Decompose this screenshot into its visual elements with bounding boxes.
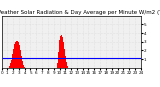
Bar — [57, 63, 58, 68]
Bar — [9, 66, 10, 68]
Bar — [62, 37, 63, 68]
Bar — [61, 35, 62, 68]
Bar — [58, 52, 59, 68]
Bar — [18, 42, 19, 68]
Bar — [65, 57, 66, 68]
Bar — [60, 36, 61, 68]
Bar — [59, 40, 60, 68]
Bar — [15, 42, 16, 68]
Bar — [19, 45, 20, 68]
Bar — [11, 60, 12, 68]
Bar — [66, 62, 67, 68]
Bar — [17, 41, 18, 68]
Bar — [12, 54, 13, 68]
Bar — [67, 66, 68, 68]
Bar — [24, 67, 25, 68]
Bar — [63, 42, 64, 68]
Bar — [64, 49, 65, 68]
Bar — [10, 63, 11, 68]
Bar — [22, 60, 23, 68]
Bar — [16, 41, 17, 68]
Bar — [20, 50, 21, 68]
Bar — [21, 56, 22, 68]
Bar — [13, 49, 14, 68]
Title: Milwaukee Weather Solar Radiation & Day Average per Minute W/m2 (Today): Milwaukee Weather Solar Radiation & Day … — [0, 10, 160, 15]
Bar — [23, 65, 24, 68]
Bar — [14, 44, 15, 68]
